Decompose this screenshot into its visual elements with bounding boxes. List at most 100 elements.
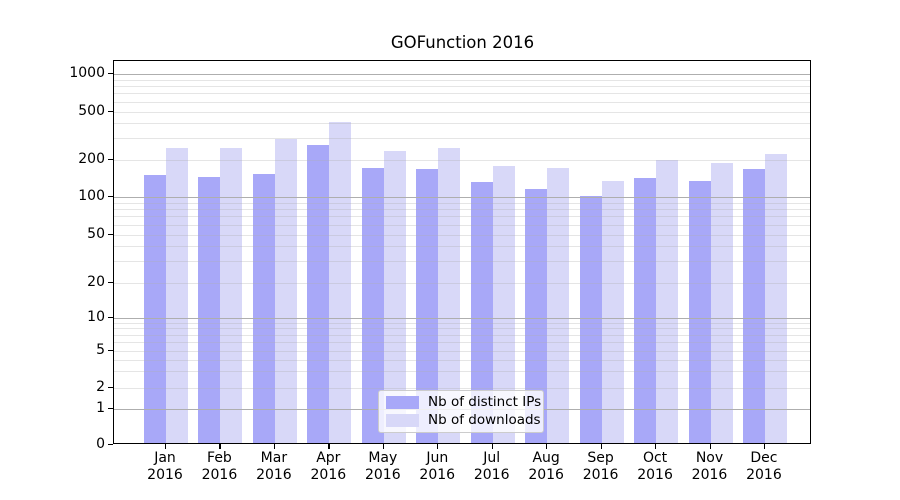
x-tick-label-dec: Dec 2016 [724, 450, 804, 484]
bar-downloads-sep [601, 181, 624, 443]
x-tick-year: 2016 [473, 467, 510, 483]
y-tick-label: 200 [78, 150, 105, 167]
bar-downloads-jun [438, 148, 461, 443]
grid-major-100 [114, 197, 810, 198]
grid-minor-50 [114, 234, 810, 236]
x-tick-month: Sep [587, 450, 614, 466]
x-tick-month: Feb [207, 450, 232, 466]
bar-downloads-feb [220, 147, 243, 443]
x-tick-mark [437, 444, 439, 449]
x-tick-month: Nov [695, 450, 724, 466]
y-tick-label: 500 [78, 102, 105, 119]
x-tick-mark [273, 444, 276, 449]
bar-ips-feb [198, 176, 221, 443]
bar-ips-mar [252, 173, 275, 443]
x-tick-mark [709, 444, 711, 449]
grid-minor-500 [114, 111, 810, 113]
grid-minor-20 [114, 282, 810, 284]
x-tick-year: 2016 [637, 467, 673, 483]
grid-minor-2 [114, 388, 810, 389]
x-tick-label-jun: Jun 2016 [397, 450, 477, 484]
x-tick-label-aug: Aug 2016 [506, 450, 586, 484]
x-tick-month: Jul [483, 450, 501, 466]
y-tick-label: 20 [87, 273, 105, 290]
grid-minor-4 [114, 359, 810, 361]
x-tick-label-oct: Oct 2016 [615, 450, 695, 484]
x-tick-mark [491, 444, 493, 449]
bar-ips-sep [579, 195, 602, 443]
bar-ips-jul [470, 181, 493, 443]
x-tick-year: 2016 [201, 467, 238, 483]
y-tick-label: 0 [96, 435, 105, 452]
grid-minor-90 [114, 202, 810, 204]
grid-minor-300 [114, 138, 810, 140]
grid-minor-40 [114, 246, 810, 248]
x-tick-month: Jan [154, 450, 176, 466]
bar-downloads-may [383, 151, 406, 443]
x-tick-month: Dec [750, 450, 778, 466]
y-tick-label: 50 [87, 225, 105, 242]
chart-title: GOFunction 2016 [390, 33, 535, 52]
grid-minor-30 [114, 261, 810, 263]
y-tick-label: 5 [96, 341, 105, 358]
y-tick-mark [108, 407, 113, 409]
grid-minor-6 [114, 341, 810, 343]
y-tick-label: 2 [96, 379, 105, 395]
bar-downloads-nov [710, 162, 733, 443]
bar-ips-oct [634, 178, 657, 443]
grid-minor-200 [114, 159, 810, 161]
x-tick-year: 2016 [364, 467, 401, 483]
grid-minor-400 [114, 123, 810, 125]
grid-minor-5 [114, 350, 810, 352]
y-tick-label: 1000 [69, 65, 105, 82]
plot-area [113, 60, 811, 444]
x-tick-mark [382, 444, 384, 449]
grid-minor-900 [114, 79, 810, 81]
grid-major-1000 [114, 74, 810, 76]
grid-minor-800 [114, 86, 810, 88]
x-tick-year: 2016 [528, 467, 564, 483]
grid-minor-7 [114, 334, 810, 336]
bar-ips-may [361, 168, 384, 443]
legend-swatch-icon [386, 396, 419, 409]
x-tick-month: May [368, 450, 398, 466]
legend-swatch-icon [386, 414, 419, 427]
y-tick-mark [108, 387, 113, 389]
x-tick-label-jan: Jan 2016 [125, 450, 205, 484]
x-tick-month: Apr [316, 450, 341, 466]
grid-minor-600 [114, 101, 810, 103]
x-tick-month: Mar [260, 450, 288, 466]
x-tick-mark [763, 444, 766, 449]
x-tick-label-mar: Mar 2016 [234, 450, 314, 484]
x-tick-mark [219, 444, 221, 449]
y-tick-label: 10 [87, 309, 105, 325]
legend-entry-ips: Nb of distinct IPs [386, 395, 541, 410]
bar-ips-dec [742, 169, 765, 443]
x-tick-label-feb: Feb 2016 [179, 450, 259, 484]
x-tick-year: 2016 [310, 467, 347, 483]
bar-ips-aug [525, 188, 548, 443]
grid-minor-9 [114, 322, 810, 324]
x-tick-mark [165, 444, 167, 449]
x-tick-mark [546, 444, 548, 449]
grid-major-10 [114, 318, 810, 319]
x-tick-month: Aug [532, 450, 560, 466]
y-tick-mark [108, 233, 113, 235]
bar-downloads-jan [166, 147, 188, 443]
y-tick-mark [108, 110, 113, 112]
y-tick-mark [108, 349, 113, 351]
legend-entry-downloads: Nb of downloads [386, 413, 541, 428]
x-tick-year: 2016 [256, 467, 292, 483]
x-tick-year: 2016 [147, 467, 183, 483]
legend: Nb of distinct IPs Nb of downloads [378, 390, 544, 433]
grid-minor-60 [114, 224, 810, 226]
x-tick-year: 2016 [691, 467, 728, 483]
legend-entry-label: Nb of downloads [428, 412, 541, 428]
x-tick-label-jul: Jul 2016 [452, 450, 532, 484]
bar-downloads-apr [329, 122, 352, 443]
x-tick-month: Jun [426, 450, 449, 466]
y-tick-mark [108, 158, 113, 160]
y-tick-mark [108, 73, 113, 75]
grid-minor-700 [114, 93, 810, 95]
